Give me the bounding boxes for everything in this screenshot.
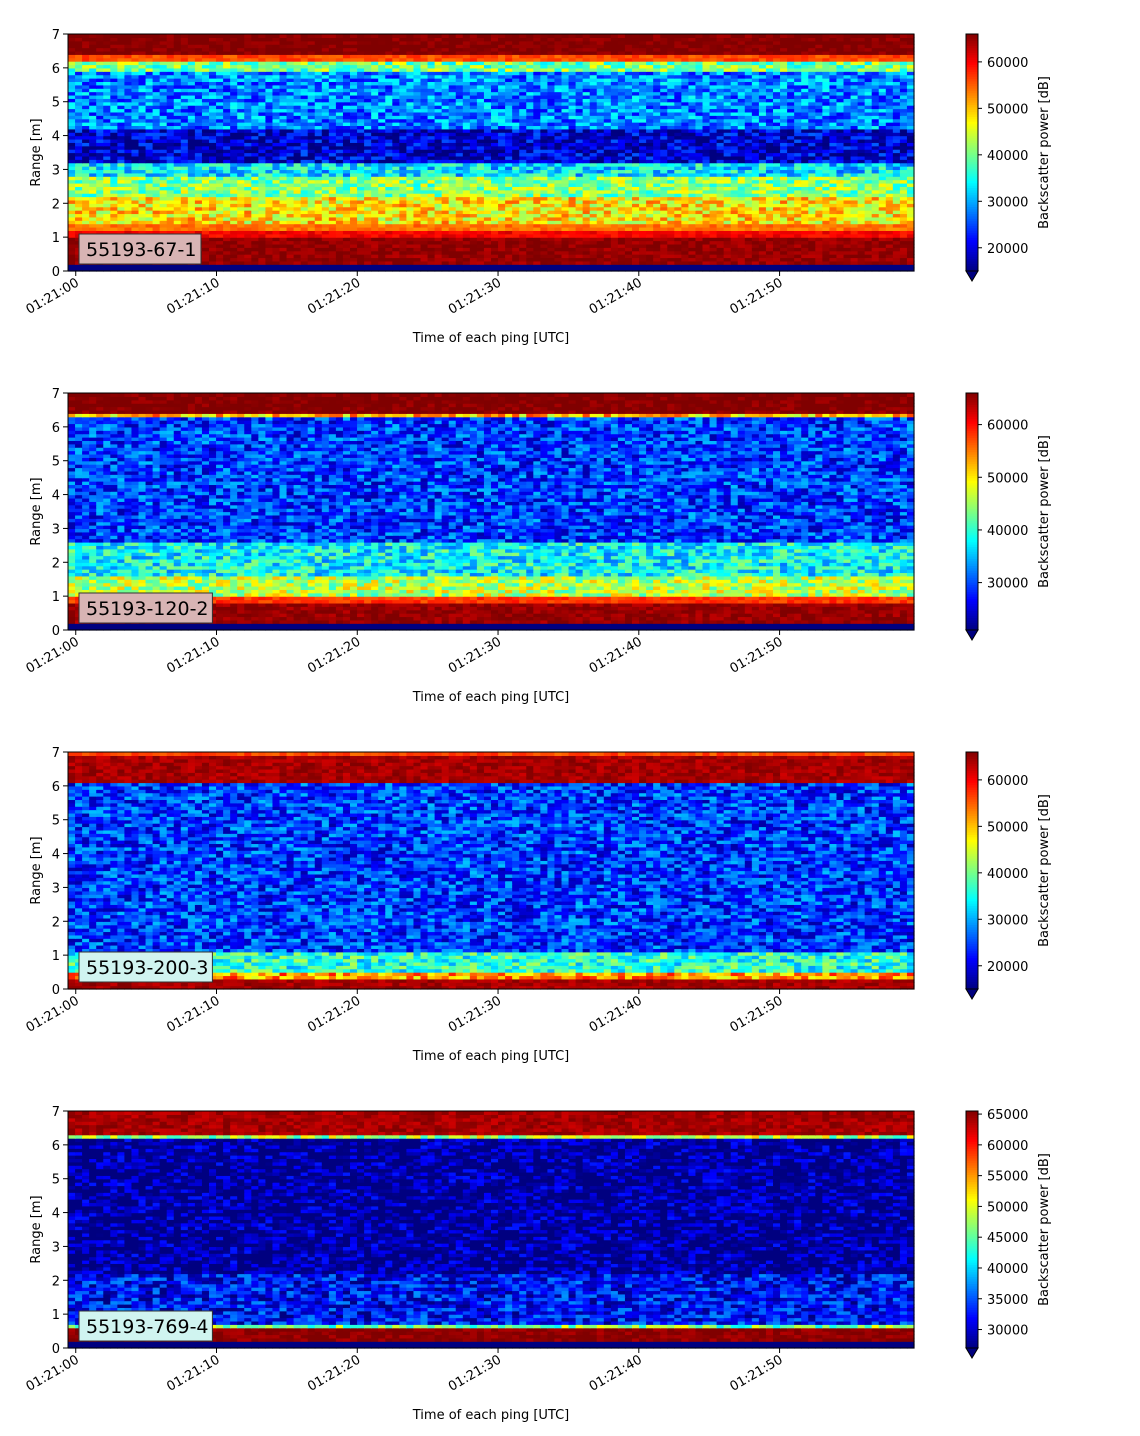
panel-1: 0123456701:21:00 01:21:10 01:21:20 01:21:30… xyxy=(24,28,1052,346)
